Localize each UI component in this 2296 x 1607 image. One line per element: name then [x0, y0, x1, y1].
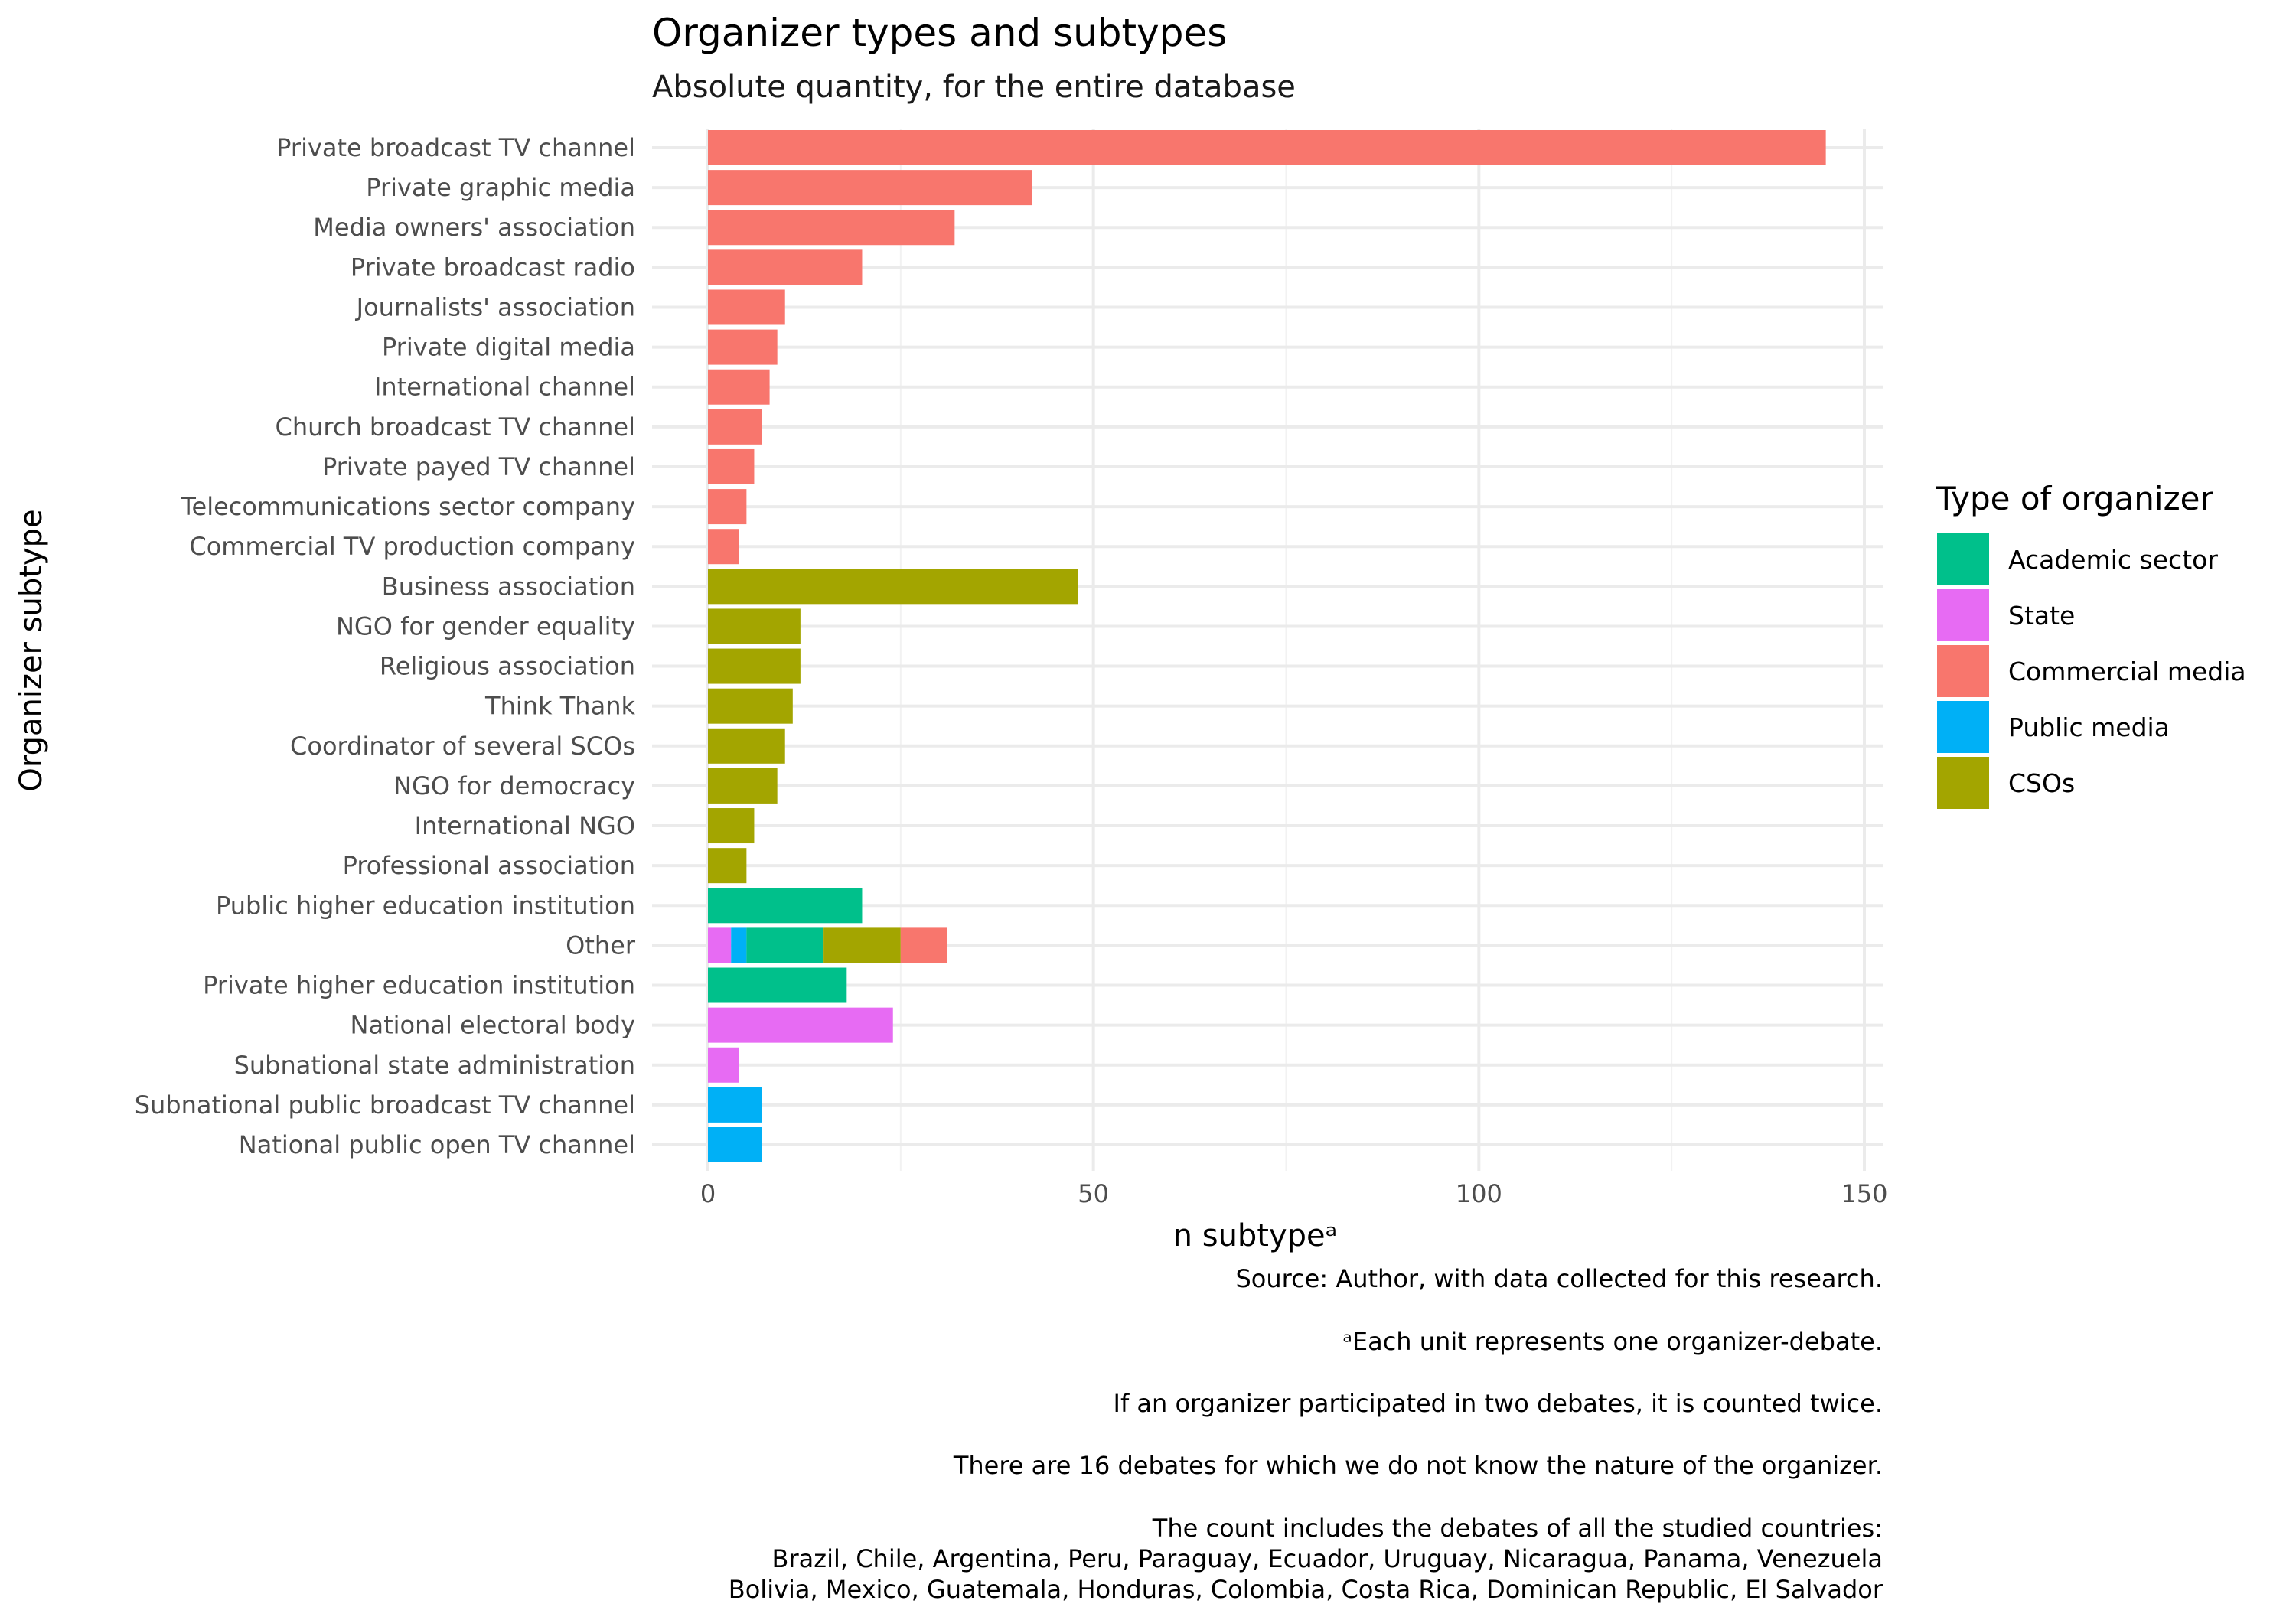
category-label-ngo-for-gender-equality: NGO for gender equality: [336, 611, 635, 641]
bar-journalists-association-commercial-media: [708, 289, 785, 325]
bar-public-higher-education-institution-academic-sector: [708, 888, 863, 924]
caption-line: There are 16 debates for which we do not…: [953, 1451, 1883, 1480]
caption-line: Source: Author, with data collected for …: [1235, 1264, 1883, 1293]
bar-private-higher-education-institution-academic-sector: [708, 967, 847, 1003]
category-label-public-higher-education-institution: Public higher education institution: [216, 891, 635, 920]
category-label-private-higher-education-institution: Private higher education institution: [203, 971, 635, 1000]
bar-church-broadcast-tv-channel-commercial-media: [708, 409, 762, 445]
bar-private-broadcast-tv-channel-commercial-media: [708, 130, 1826, 165]
bar-private-digital-media-commercial-media: [708, 329, 778, 365]
bar-international-ngo-csos: [708, 808, 755, 844]
bar-ngo-for-gender-equality-csos: [708, 608, 801, 644]
grid: [652, 129, 1883, 1171]
chart-subtitle: Absolute quantity, for the entire databa…: [652, 70, 1296, 105]
bar-private-graphic-media-commercial-media: [708, 170, 1032, 206]
x-tick-label: 50: [1078, 1179, 1109, 1208]
caption-line: Bolivia, Mexico, Guatemala, Honduras, Co…: [729, 1575, 1883, 1604]
category-label-international-channel: International channel: [374, 373, 635, 402]
category-label-commercial-tv-production-company: Commercial TV production company: [189, 532, 635, 561]
category-label-journalists-association: Journalists' association: [355, 292, 635, 321]
chart-title: Organizer types and subtypes: [652, 11, 1227, 55]
legend-swatch-academic-sector: [1937, 533, 1989, 585]
category-label-religious-association: Religious association: [380, 652, 635, 681]
bar-other-csos: [823, 927, 901, 963]
bar-national-public-open-tv-channel-public-media: [708, 1127, 762, 1162]
category-label-subnational-state-administration: Subnational state administration: [234, 1051, 635, 1080]
bar-international-channel-commercial-media: [708, 369, 770, 405]
category-label-church-broadcast-tv-channel: Church broadcast TV channel: [276, 412, 636, 442]
x-tick-label: 150: [1841, 1179, 1887, 1208]
bar-think-thank-csos: [708, 688, 793, 724]
bar-private-broadcast-radio-commercial-media: [708, 249, 863, 285]
legend-swatch-state: [1937, 589, 1989, 641]
legend-label-academic-sector: Academic sector: [2008, 545, 2218, 575]
caption: Source: Author, with data collected for …: [729, 1264, 1883, 1604]
legend-items: Academic sector State Commercial media Publ…: [1937, 533, 2246, 809]
y-axis-title: Organizer subtype: [14, 509, 49, 791]
legend-swatch-public-media: [1937, 701, 1989, 753]
caption-line: The count includes the debates of all th…: [1152, 1514, 1883, 1543]
category-label-media-owners-association: Media owners' association: [313, 213, 635, 242]
category-label-national-electoral-body: National electoral body: [351, 1011, 635, 1040]
bar-national-electoral-body-state: [708, 1007, 893, 1043]
category-label-international-ngo: International NGO: [415, 811, 635, 840]
category-label-telecommunications-sector-company: Telecommunications sector company: [180, 492, 635, 521]
legend-swatch-csos: [1937, 757, 1989, 809]
category-label-ngo-for-democracy: NGO for democracy: [393, 771, 635, 800]
caption-line: Brazil, Chile, Argentina, Peru, Paraguay…: [772, 1544, 1883, 1573]
category-label-national-public-open-tv-channel: National public open TV channel: [239, 1130, 635, 1159]
bar-telecommunications-sector-company-commercial-media: [708, 489, 747, 525]
category-label-private-graphic-media: Private graphic media: [366, 173, 635, 202]
category-label-business-association: Business association: [382, 572, 635, 601]
bar-coordinator-of-several-scos-csos: [708, 728, 785, 764]
legend-label-csos: CSOs: [2008, 768, 2075, 798]
category-label-coordinator-of-several-scos: Coordinator of several SCOs: [290, 732, 635, 761]
tick-labels: 0 50 100 150: [700, 1179, 1888, 1208]
category-label-private-payed-tv-channel: Private payed TV channel: [322, 452, 635, 481]
bar-other-public-media: [731, 927, 747, 963]
bar-other-academic-sector: [746, 927, 824, 963]
bar-subnational-public-broadcast-tv-channel-public-media: [708, 1087, 762, 1123]
bar-religious-association-csos: [708, 648, 801, 684]
bar-ngo-for-democracy-csos: [708, 768, 778, 804]
x-tick-label: 100: [1456, 1179, 1502, 1208]
category-label-private-broadcast-tv-channel: Private broadcast TV channel: [276, 133, 635, 162]
category-label-other: Other: [566, 931, 636, 960]
x-axis-title: n subtypeᵃ: [1173, 1218, 1338, 1253]
legend-label-state: State: [2008, 601, 2075, 631]
legend-label-commercial-media: Commercial media: [2008, 657, 2246, 686]
bar-other-commercial-media: [900, 927, 947, 963]
bar-other-state: [708, 927, 732, 963]
bars: [708, 130, 1826, 1162]
category-label-private-digital-media: Private digital media: [382, 333, 635, 362]
bar-subnational-state-administration-state: [708, 1047, 739, 1083]
category-label-think-thank: Think Thank: [484, 692, 635, 721]
legend: Type of organizer Academic sector State Co…: [1936, 480, 2246, 809]
bar-commercial-tv-production-company-commercial-media: [708, 529, 739, 565]
category-label-subnational-public-broadcast-tv-channel: Subnational public broadcast TV channel: [135, 1090, 635, 1120]
legend-swatch-commercial-media: [1937, 645, 1989, 697]
legend-label-public-media: Public media: [2008, 712, 2170, 742]
bar-private-payed-tv-channel-commercial-media: [708, 448, 755, 484]
caption-line: If an organizer participated in two deba…: [1114, 1389, 1883, 1418]
category-labels: Private broadcast TV channel Private grap…: [135, 133, 636, 1159]
bar-professional-association-csos: [708, 848, 747, 884]
category-label-professional-association: Professional association: [343, 851, 635, 880]
category-label-private-broadcast-radio: Private broadcast radio: [351, 253, 635, 282]
legend-title: Type of organizer: [1936, 480, 2213, 517]
x-tick-label: 0: [700, 1179, 716, 1208]
caption-line: ᵃEach unit represents one organizer-deba…: [1342, 1327, 1883, 1356]
bar-media-owners-association-commercial-media: [708, 210, 955, 246]
bar-business-association-csos: [708, 569, 1078, 605]
